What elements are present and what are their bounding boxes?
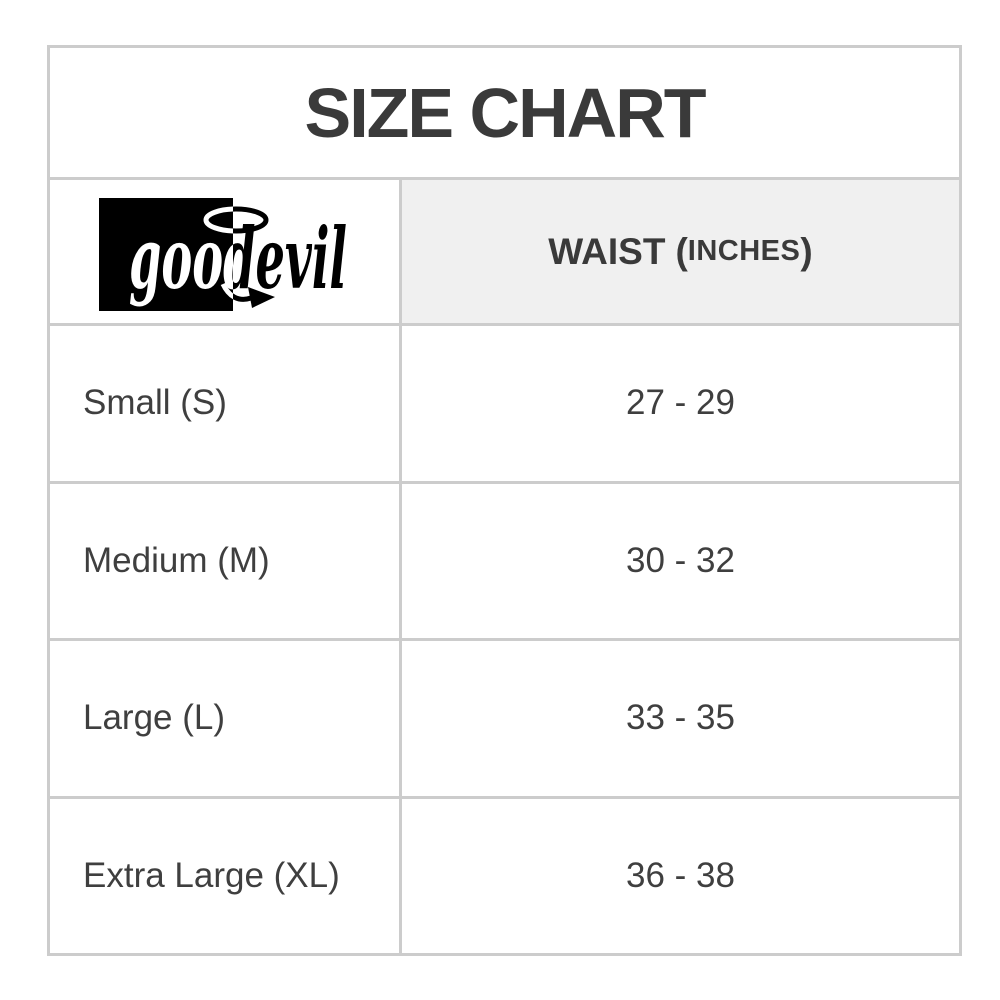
waist-range-extra-large: 36 - 38: [399, 795, 959, 953]
size-label-medium: Medium (M): [50, 480, 399, 639]
size-label-large: Large (L): [50, 638, 399, 796]
size-label-extra-large: Extra Large (XL): [50, 795, 399, 954]
devil-tail-icon: [220, 282, 233, 299]
paren-open: (: [675, 230, 688, 272]
size-chart-table: SIZE CHART goodevil g: [47, 45, 962, 956]
waist-column-header: WAIST(INCHES): [399, 177, 959, 323]
waist-unit-label: INCHES: [687, 235, 801, 267]
size-label-small: Small (S): [50, 323, 399, 481]
brand-logo-cell: goodevil goodevil: [50, 177, 399, 323]
goodevil-logo: goodevil goodevil: [99, 197, 347, 311]
waist-range-large: 33 - 35: [399, 638, 959, 796]
waist-range-small: 27 - 29: [399, 323, 959, 481]
waist-label: WAIST: [548, 230, 666, 272]
halo-icon: [203, 206, 233, 233]
page-title: SIZE CHART: [304, 73, 707, 152]
devil-tail-arrowhead-icon: [248, 286, 275, 308]
paren-close: ): [800, 230, 813, 272]
waist-range-medium: 30 - 32: [399, 480, 959, 638]
